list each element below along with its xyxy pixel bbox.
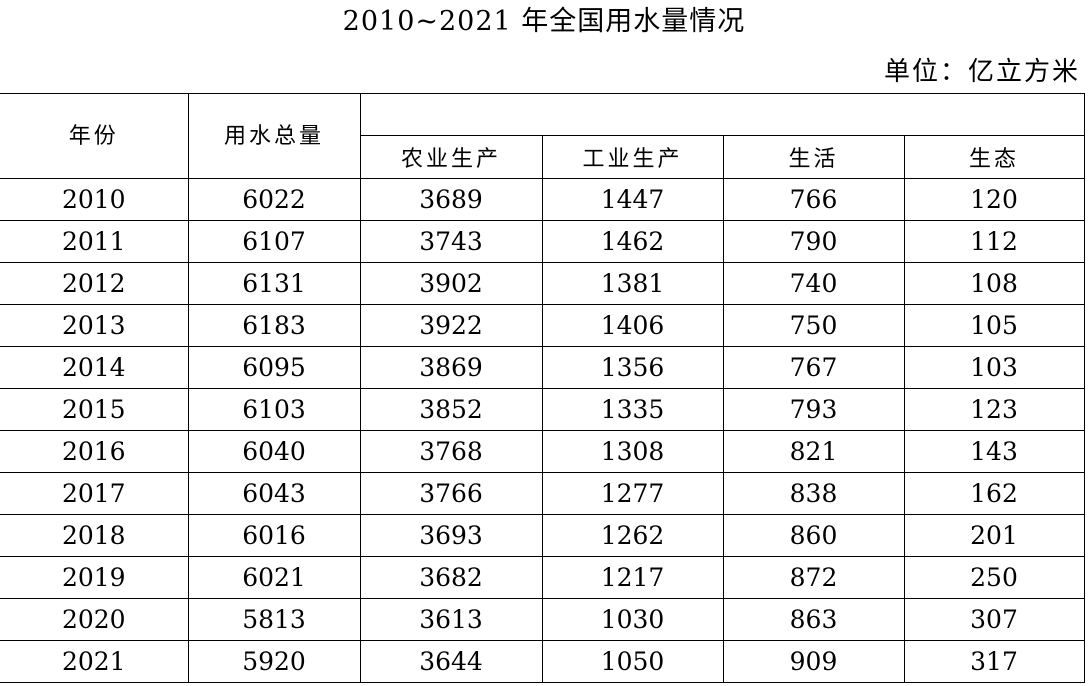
table-row: 2011 6107 3743 1462 790 112 (0, 220, 1085, 263)
cell-year: 2013 (0, 304, 189, 347)
table-row: 2012 6131 3902 1381 740 108 (0, 262, 1085, 305)
cell-industry: 1217 (541, 556, 724, 599)
cell-agriculture: 3902 (359, 262, 543, 305)
header-ecology: 生态 (903, 135, 1085, 179)
cell-ecology: 201 (903, 514, 1085, 557)
table-header: 年份 用水总量 农业生产 工业生产 生活 生态 (0, 93, 1085, 179)
table-row: 2017 6043 3766 1277 838 162 (0, 472, 1085, 515)
cell-ecology: 307 (903, 598, 1085, 641)
cell-agriculture: 3644 (359, 640, 543, 683)
cell-domestic: 860 (722, 514, 905, 557)
cell-ecology: 105 (903, 304, 1085, 347)
cell-industry: 1277 (541, 472, 724, 515)
cell-agriculture: 3743 (359, 220, 543, 263)
cell-domestic: 767 (722, 346, 905, 389)
header-year: 年份 (0, 93, 189, 179)
cell-industry: 1462 (541, 220, 724, 263)
cell-ecology: 103 (903, 346, 1085, 389)
cell-total: 6095 (187, 346, 361, 389)
cell-total: 6103 (187, 388, 361, 431)
header-group (359, 93, 1085, 136)
cell-ecology: 317 (903, 640, 1085, 683)
table-row: 2019 6021 3682 1217 872 250 (0, 556, 1085, 599)
header-domestic: 生活 (722, 135, 905, 179)
cell-industry: 1406 (541, 304, 724, 347)
cell-total: 6022 (187, 178, 361, 221)
cell-domestic: 793 (722, 388, 905, 431)
cell-industry: 1381 (541, 262, 724, 305)
cell-total: 5813 (187, 598, 361, 641)
table-row: 2018 6016 3693 1262 860 201 (0, 514, 1085, 557)
cell-ecology: 123 (903, 388, 1085, 431)
cell-year: 2019 (0, 556, 189, 599)
cell-agriculture: 3852 (359, 388, 543, 431)
cell-domestic: 740 (722, 262, 905, 305)
cell-industry: 1050 (541, 640, 724, 683)
cell-total: 6183 (187, 304, 361, 347)
table-row: 2016 6040 3768 1308 821 143 (0, 430, 1085, 473)
cell-ecology: 162 (903, 472, 1085, 515)
cell-total: 5920 (187, 640, 361, 683)
page-title: 2010~2021 年全国用水量情况 (342, 6, 746, 37)
cell-agriculture: 3766 (359, 472, 543, 515)
header-agriculture: 农业生产 (360, 135, 543, 179)
table-body: 2010 6022 3689 1447 766 120 2011 6107 3743 1462 79… (0, 178, 1085, 683)
cell-domestic: 790 (722, 220, 905, 263)
cell-ecology: 120 (903, 178, 1085, 221)
cell-industry: 1308 (541, 430, 724, 473)
cell-total: 6040 (187, 430, 361, 473)
cell-ecology: 250 (903, 556, 1085, 599)
cell-total: 6043 (187, 472, 361, 515)
cell-year: 2011 (0, 220, 189, 263)
cell-domestic: 766 (722, 178, 905, 221)
table-row: 2014 6095 3869 1356 767 103 (0, 346, 1085, 389)
table-row: 2020 5813 3613 1030 863 307 (0, 598, 1085, 641)
cell-agriculture: 3768 (359, 430, 543, 473)
cell-domestic: 909 (722, 640, 905, 683)
unit-label: 单位：亿立方米 (883, 57, 1080, 87)
cell-year: 2015 (0, 388, 189, 431)
cell-year: 2020 (0, 598, 189, 641)
cell-ecology: 108 (903, 262, 1085, 305)
cell-agriculture: 3922 (359, 304, 543, 347)
cell-year: 2018 (0, 514, 189, 557)
header-total: 用水总量 (187, 93, 361, 179)
cell-industry: 1447 (541, 178, 724, 221)
table-row: 2015 6103 3852 1335 793 123 (0, 388, 1085, 431)
cell-ecology: 143 (903, 430, 1085, 473)
cell-year: 2010 (0, 178, 189, 221)
table-row: 2010 6022 3689 1447 766 120 (0, 178, 1085, 221)
cell-agriculture: 3869 (359, 346, 543, 389)
cell-domestic: 863 (722, 598, 905, 641)
water-usage-table: 年份 用水总量 农业生产 工业生产 生活 生态 2010 6022 3689 1447… (0, 93, 1085, 683)
cell-agriculture: 3693 (359, 514, 543, 557)
cell-total: 6131 (187, 262, 361, 305)
cell-ecology: 112 (903, 220, 1085, 263)
cell-industry: 1335 (541, 388, 724, 431)
cell-agriculture: 3613 (359, 598, 543, 641)
cell-industry: 1356 (541, 346, 724, 389)
header-industry: 工业生产 (541, 135, 724, 179)
cell-domestic: 872 (722, 556, 905, 599)
cell-year: 2012 (0, 262, 189, 305)
cell-domestic: 750 (722, 304, 905, 347)
cell-industry: 1262 (541, 514, 724, 557)
table-row: 2013 6183 3922 1406 750 105 (0, 304, 1085, 347)
cell-year: 2021 (0, 640, 189, 683)
cell-year: 2017 (0, 472, 189, 515)
cell-total: 6016 (187, 514, 361, 557)
cell-year: 2014 (0, 346, 189, 389)
cell-domestic: 838 (722, 472, 905, 515)
cell-domestic: 821 (722, 430, 905, 473)
table-row: 2021 5920 3644 1050 909 317 (0, 640, 1085, 683)
cell-industry: 1030 (541, 598, 724, 641)
cell-total: 6021 (187, 556, 361, 599)
cell-year: 2016 (0, 430, 189, 473)
cell-agriculture: 3682 (359, 556, 543, 599)
cell-agriculture: 3689 (359, 178, 543, 221)
cell-total: 6107 (187, 220, 361, 263)
